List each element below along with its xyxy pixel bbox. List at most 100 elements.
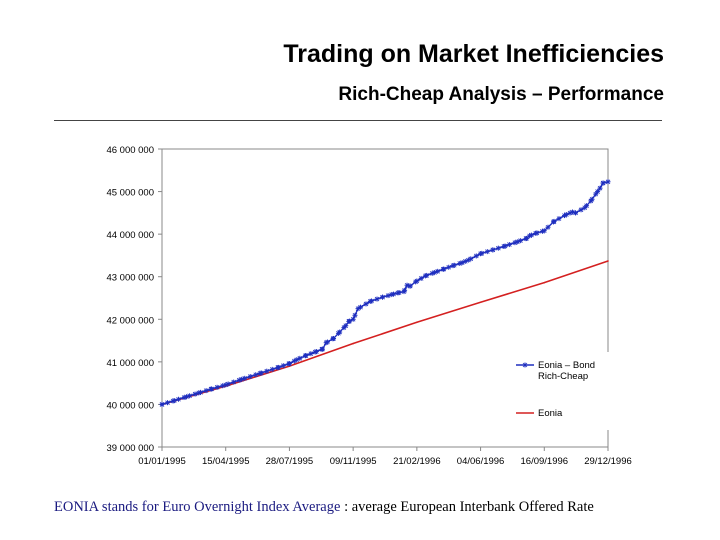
data-point-rich-cheap: [414, 278, 420, 284]
rich-cheap-marker: [578, 207, 584, 213]
star-stroke: [533, 231, 538, 236]
star-stroke: [346, 319, 352, 324]
star-stroke: [231, 379, 236, 385]
data-point-rich-cheap: [432, 269, 438, 275]
y-tick-label: 44 000 000: [106, 230, 154, 241]
star-stroke: [281, 363, 286, 368]
star-stroke: [551, 219, 557, 224]
legend-label-eonia: Eonia: [538, 408, 563, 419]
y-tick-label: 42 000 000: [106, 315, 154, 326]
star-stroke: [527, 233, 532, 239]
star-stroke: [355, 306, 361, 311]
data-point-rich-cheap: [257, 370, 263, 376]
data-point-rich-cheap: [223, 382, 229, 388]
y-tick-label: 46 000 000: [106, 145, 154, 156]
rich-cheap-marker: [242, 375, 248, 381]
star-stroke: [597, 185, 603, 191]
star-stroke: [401, 289, 407, 294]
data-point-eonia: [543, 281, 546, 284]
star-stroke: [418, 276, 424, 281]
data-point-rich-cheap: [294, 357, 300, 363]
data-point-rich-cheap: [389, 292, 395, 298]
star-stroke: [312, 349, 318, 355]
star-stroke: [556, 216, 562, 221]
rich-cheap-marker: [545, 224, 551, 230]
data-point-rich-cheap: [367, 298, 373, 304]
data-point-rich-cheap: [605, 179, 611, 185]
star-stroke: [496, 245, 501, 251]
star-stroke: [208, 386, 214, 392]
star-stroke: [478, 251, 483, 257]
star-stroke: [578, 207, 584, 213]
data-point-rich-cheap: [527, 233, 533, 239]
data-point-rich-cheap: [502, 243, 508, 249]
rich-cheap-marker: [473, 253, 479, 259]
data-point-rich-cheap: [159, 401, 165, 407]
data-point-rich-cheap: [346, 318, 352, 324]
star-stroke: [441, 266, 447, 272]
y-tick-label: 41 000 000: [106, 358, 154, 369]
rich-cheap-marker: [264, 368, 270, 374]
data-point-rich-cheap: [312, 349, 318, 355]
data-point-eonia: [352, 342, 354, 345]
rich-cheap-marker: [446, 264, 452, 270]
footnote-highlight: EONIA stands for Euro Overnight Index Av…: [54, 499, 341, 515]
star-stroke: [264, 368, 270, 374]
star-stroke: [432, 270, 437, 275]
data-point-rich-cheap: [184, 394, 190, 400]
star-stroke: [474, 253, 479, 259]
data-point-rich-cheap: [582, 205, 588, 211]
data-point-rich-cheap: [478, 251, 484, 257]
data-point-rich-cheap: [597, 185, 603, 191]
rich-cheap-marker: [495, 245, 501, 251]
data-point-rich-cheap: [196, 390, 202, 396]
rich-cheap-marker: [308, 351, 314, 357]
data-point-rich-cheap: [208, 386, 214, 392]
star-stroke: [269, 367, 275, 372]
star-stroke: [595, 189, 600, 194]
series-line-eonia: [161, 260, 609, 406]
star-stroke: [457, 261, 463, 266]
rich-cheap-marker: [280, 363, 286, 369]
star-stroke: [582, 205, 588, 211]
rich-cheap-marker: [374, 296, 380, 302]
data-point-rich-cheap: [490, 247, 496, 253]
star-stroke: [253, 372, 259, 378]
data-point-rich-cheap: [337, 329, 343, 335]
star-stroke: [294, 357, 300, 363]
star-stroke: [515, 239, 520, 245]
star-stroke: [380, 294, 385, 300]
rich-cheap-marker: [214, 384, 220, 390]
rich-cheap-marker: [363, 301, 369, 307]
rich-cheap-marker: [269, 366, 275, 372]
x-tick-label: 01/01/1995: [138, 456, 186, 467]
rich-cheap-marker: [192, 391, 198, 397]
data-point-rich-cheap: [320, 346, 326, 352]
data-point-eonia: [607, 260, 609, 262]
star-stroke: [502, 243, 508, 249]
star-stroke: [600, 180, 606, 186]
data-point-rich-cheap: [563, 212, 569, 218]
data-point-rich-cheap: [323, 340, 329, 346]
rich-cheap-marker: [595, 189, 601, 195]
data-point-rich-cheap: [239, 376, 245, 382]
star-stroke: [337, 329, 342, 335]
data-point-rich-cheap: [171, 398, 177, 404]
data-point-rich-cheap: [459, 260, 465, 266]
y-tick-label: 39 000 000: [106, 443, 154, 454]
star-stroke: [171, 398, 177, 403]
footnote-rest: : average European Interbank Offered Rat…: [340, 499, 594, 515]
star-stroke: [184, 394, 189, 400]
rich-cheap-marker: [165, 400, 171, 406]
data-point-rich-cheap: [350, 316, 356, 322]
x-tick-label: 28/07/1995: [266, 456, 314, 467]
data-point-rich-cheap: [588, 198, 594, 204]
page-title: Trading on Market Inefficiencies: [283, 40, 664, 68]
rich-cheap-marker: [385, 293, 391, 299]
data-point-rich-cheap: [422, 273, 428, 279]
x-tick-label: 15/04/1995: [202, 456, 250, 467]
star-stroke: [588, 198, 594, 204]
star-stroke: [407, 283, 413, 289]
star-stroke: [374, 296, 380, 302]
data-point-rich-cheap: [573, 210, 579, 216]
